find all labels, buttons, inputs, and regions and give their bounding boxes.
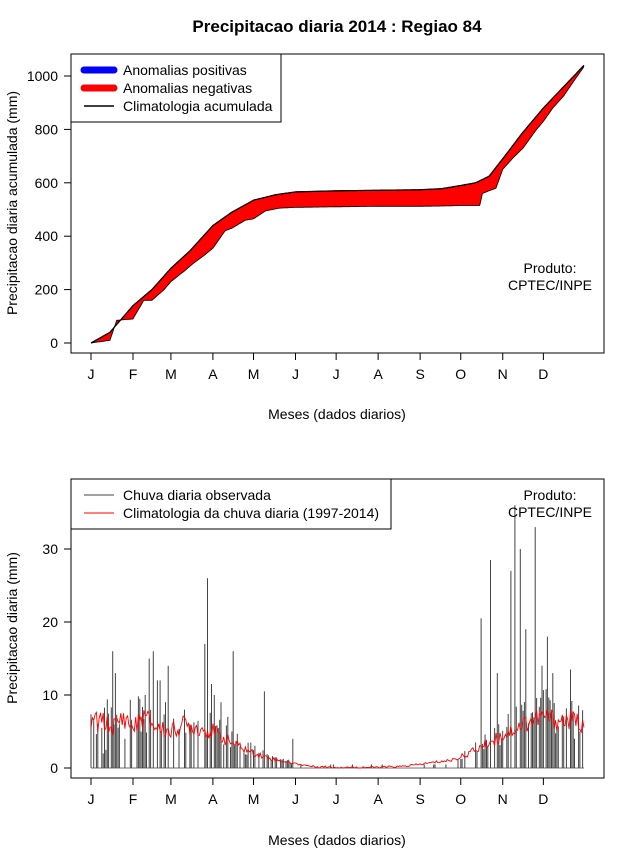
top-y-tick-label: 800 <box>35 121 59 137</box>
bottom-x-tick-label: A <box>373 791 383 807</box>
cumulative-panel: 0 200 400 600 800 1000 J F M A M J J A S O N D Meses (da… <box>4 53 605 422</box>
legend-entry-climatology: Climatologia acumulada <box>123 98 273 114</box>
legend-entry-positive: Anomalias positivas <box>123 62 247 78</box>
bottom-y-axis: 0 10 20 30 <box>42 541 72 776</box>
top-x-axis-label: Meses (dados diarios) <box>268 406 406 422</box>
bottom-legend: Chuva diaria observada Climatologia da c… <box>70 478 392 530</box>
top-x-tick-label: S <box>415 366 424 382</box>
legend-entry-daily-climatology: Climatologia da chuva diaria (1997-2014) <box>123 505 379 521</box>
top-y-tick-label: 600 <box>35 175 59 191</box>
legend-entry-negative: Anomalias negativas <box>123 80 252 96</box>
annotation-line: Produto: <box>524 487 577 503</box>
bottom-x-tick-label: J <box>333 791 340 807</box>
top-x-tick-label: M <box>165 366 177 382</box>
bottom-x-tick-label: A <box>208 791 218 807</box>
cumulative-anomaly-area <box>91 65 584 344</box>
top-y-tick-label: 1000 <box>27 68 58 84</box>
top-x-tick-label: J <box>88 366 95 382</box>
bottom-y-tick-label: 10 <box>42 687 58 703</box>
annotation-line: CPTEC/INPE <box>508 277 592 293</box>
top-x-tick-label: J <box>292 366 299 382</box>
top-x-tick-label: J <box>333 366 340 382</box>
observed-cumulative-line <box>90 66 585 344</box>
chart-title: Precipitacao diaria 2014 : Regiao 84 <box>192 17 482 36</box>
top-y-axis: 0 200 400 600 800 1000 <box>27 68 72 351</box>
bottom-y-axis-label: Precipitacao diaria (mm) <box>4 552 20 704</box>
bottom-x-tick-label: J <box>88 791 95 807</box>
top-y-tick-label: 400 <box>35 228 59 244</box>
top-y-tick-label: 0 <box>50 335 58 351</box>
bottom-y-tick-label: 0 <box>50 760 58 776</box>
bottom-x-axis-label: Meses (dados diarios) <box>268 832 406 848</box>
bottom-x-tick-label: J <box>292 791 299 807</box>
bottom-x-tick-label: M <box>165 791 177 807</box>
bottom-x-tick-label: D <box>538 791 548 807</box>
bottom-x-tick-label: F <box>129 791 138 807</box>
bottom-x-tick-label: S <box>415 791 424 807</box>
top-y-axis-label: Precipitacao diaria acumulada (mm) <box>4 91 20 315</box>
bottom-product-annotation: Produto: CPTEC/INPE <box>508 487 592 520</box>
top-x-tick-label: A <box>208 366 218 382</box>
bottom-y-tick-label: 20 <box>42 614 58 630</box>
daily-climatology-line <box>90 709 585 769</box>
top-y-tick-label: 200 <box>35 282 59 298</box>
top-x-tick-label: A <box>373 366 383 382</box>
daily-observed-bars <box>90 505 584 769</box>
negative-anomaly-fill <box>91 65 584 344</box>
top-x-tick-label: F <box>129 366 138 382</box>
annotation-line: Produto: <box>524 260 577 276</box>
top-x-tick-label: N <box>498 366 508 382</box>
bottom-y-tick-label: 30 <box>42 541 58 557</box>
climatology-cumulative-line <box>90 64 585 344</box>
top-x-tick-label: O <box>455 366 466 382</box>
bottom-x-tick-label: O <box>455 791 466 807</box>
daily-climatology-series <box>90 709 585 769</box>
bottom-legend-box <box>70 478 392 530</box>
bottom-x-tick-label: M <box>248 791 260 807</box>
annotation-line: CPTEC/INPE <box>508 504 592 520</box>
top-x-tick-label: M <box>248 366 260 382</box>
top-x-tick-label: D <box>538 366 548 382</box>
bottom-x-tick-label: N <box>498 791 508 807</box>
legend-entry-observed: Chuva diaria observada <box>123 487 271 503</box>
top-product-annotation: Produto: CPTEC/INPE <box>508 260 592 293</box>
top-legend: Anomalias positivas Anomalias negativas … <box>70 53 282 123</box>
cumulative-lines <box>90 64 585 344</box>
daily-panel: 0 10 20 30 J F M A M J J A S O N D Meses (dados diario… <box>4 478 605 848</box>
